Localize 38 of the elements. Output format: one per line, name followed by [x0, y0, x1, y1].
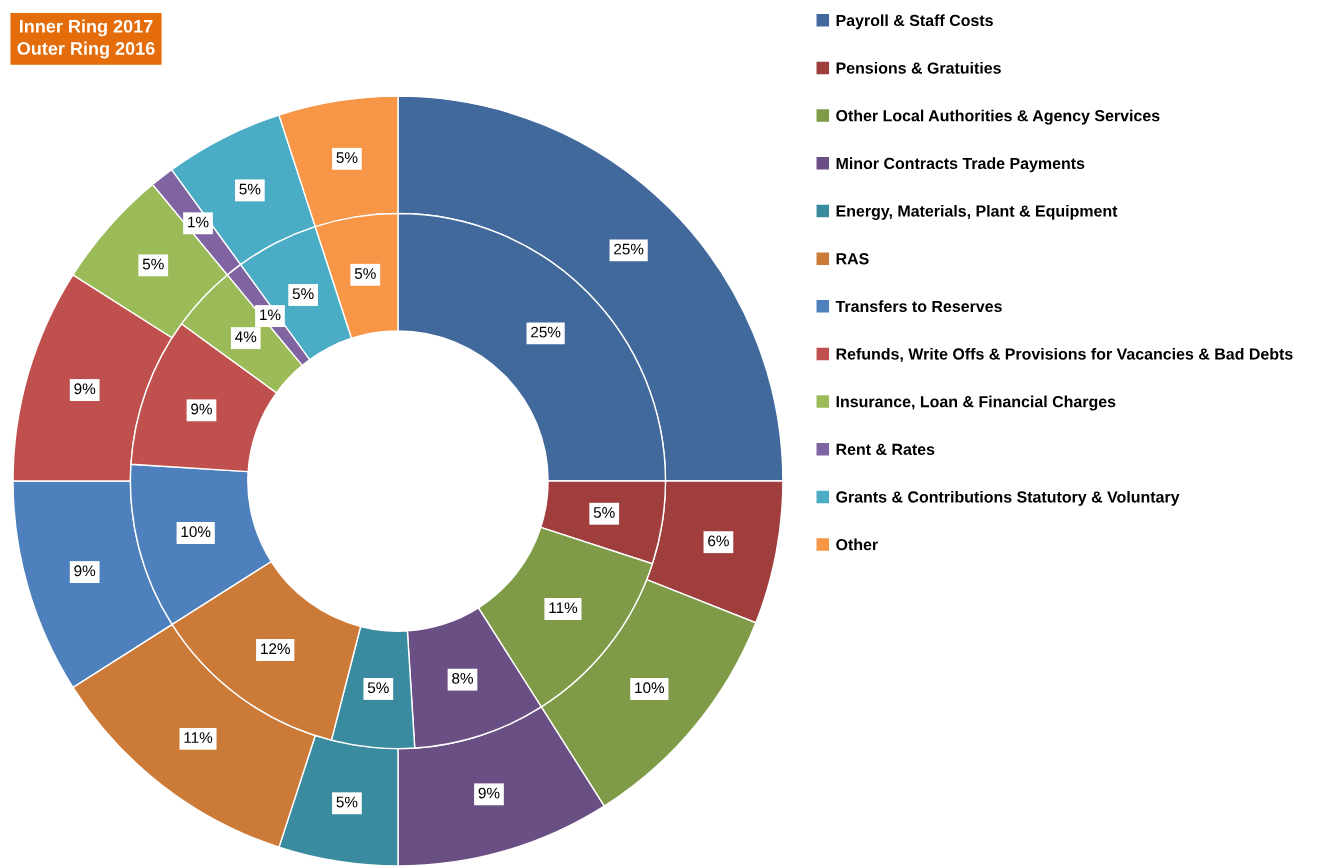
data-label: 5% — [292, 288, 314, 300]
legend-label: Refunds, Write Offs & Provisions for Vacancies & Bad Debts — [836, 347, 1293, 362]
data-label: 5% — [142, 258, 164, 270]
data-label: 25% — [614, 243, 644, 255]
legend-label: Other Local Authorities & Agency Services — [836, 109, 1160, 125]
data-label: 25% — [531, 326, 561, 338]
data-label: 1% — [260, 309, 281, 321]
legend-label: Energy, Materials, Plant & Equipment — [836, 204, 1118, 220]
data-label: 11% — [549, 602, 578, 614]
data-label: 10% — [181, 526, 211, 538]
text: Inner Ring 2017 — [19, 19, 153, 37]
legend-label: Rent & Rates — [836, 443, 935, 456]
data-label: 5% — [354, 268, 376, 279]
data-label: 9% — [74, 383, 96, 395]
legend-label: Other — [836, 538, 878, 551]
legend-label: RAS — [836, 253, 869, 265]
data-label: 1% — [188, 216, 209, 228]
legend-label: Payroll & Staff Costs — [836, 14, 993, 30]
data-label: 5% — [239, 183, 261, 195]
data-label: 6% — [708, 535, 729, 547]
data-label: 10% — [635, 682, 665, 694]
data-label: 9% — [478, 787, 500, 799]
data-label: 9% — [191, 403, 212, 415]
data-label: 12% — [261, 643, 290, 655]
legend-label: Insurance, Loan & Financial Charges — [836, 395, 1116, 411]
legend-label: Pensions & Gratuities — [836, 62, 1001, 74]
data-label: 9% — [74, 565, 96, 577]
data-label: 11% — [184, 732, 213, 743]
data-label: 5% — [336, 152, 358, 163]
text: Outer Ring 2016 — [17, 41, 155, 59]
legend-label: Minor Contracts Trade Payments — [836, 157, 1085, 173]
data-label: 8% — [452, 672, 473, 684]
legend-label: Grants & Contributions Statutory & Voluntary — [836, 490, 1180, 506]
data-label: 5% — [336, 796, 358, 808]
legend-label: Transfers to Reserves — [835, 300, 1002, 313]
data-label: 5% — [367, 682, 389, 694]
data-label: 4% — [235, 331, 257, 343]
data-label: 5% — [593, 507, 615, 518]
